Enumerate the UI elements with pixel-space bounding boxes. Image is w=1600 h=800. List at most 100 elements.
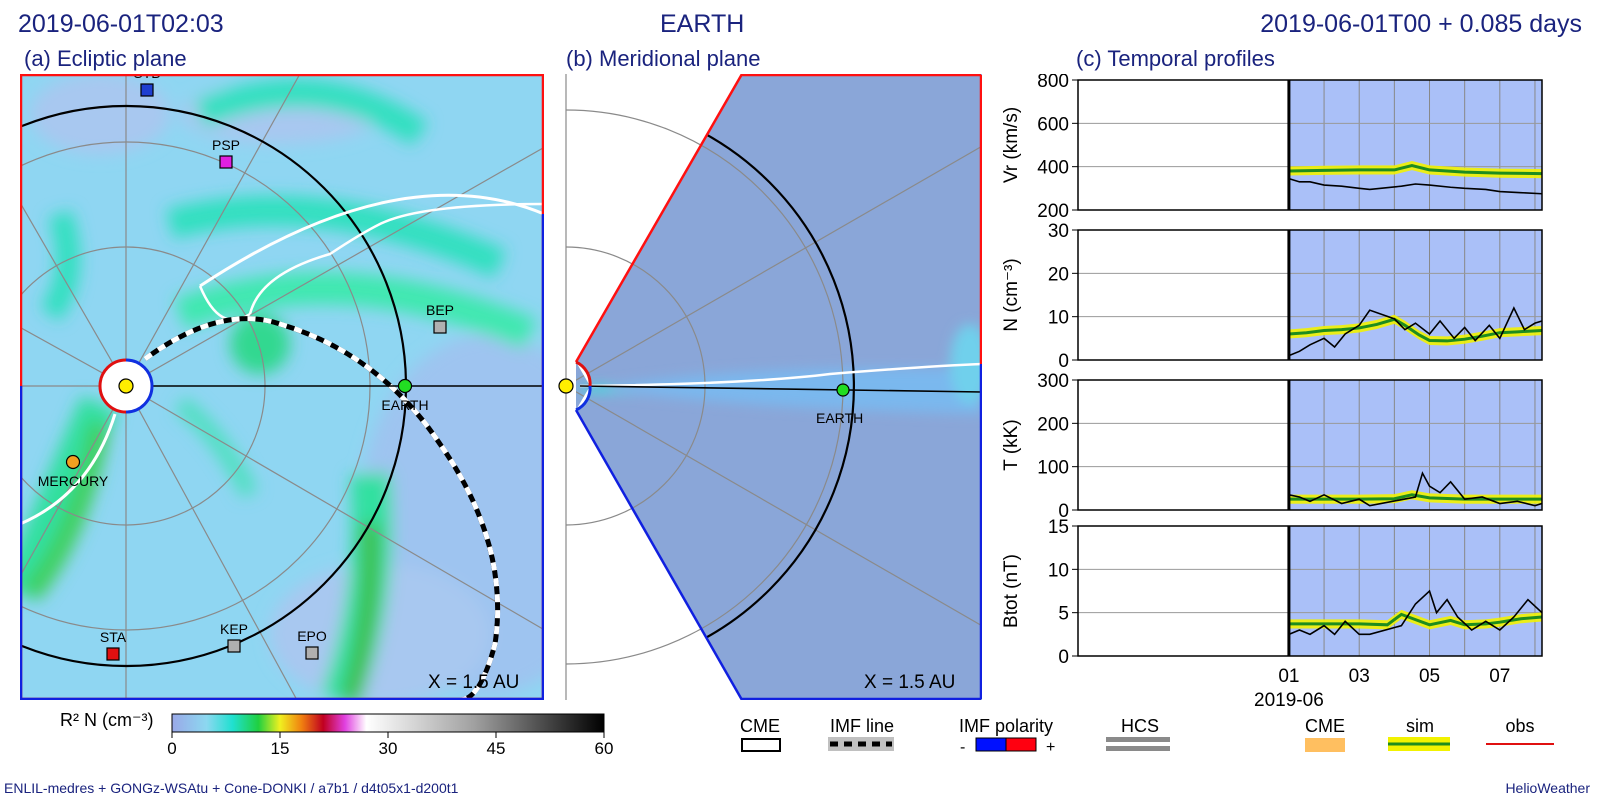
sun-icon-meridional (558, 378, 574, 394)
legend-cme-fill-swatch (1305, 738, 1345, 752)
body-earth: EARTH (381, 378, 429, 413)
y-tick-label: 600 (1037, 114, 1069, 135)
meridional-plane-panel: EARTH X = 1.5 AU (558, 74, 982, 700)
x-axis-month-label: 2019-06 (1254, 690, 1324, 711)
legend-imf-polarity: IMF polarity (959, 716, 1053, 736)
earth-marker-meridional (836, 383, 850, 397)
body-psp: PSP (212, 137, 240, 169)
legend-polarity-positive-swatch (1005, 737, 1037, 752)
frame-bottom (20, 214, 544, 700)
psp-marker (219, 155, 233, 169)
center-title: EARTH (660, 10, 745, 38)
y-tick-label: 0 (1058, 647, 1069, 668)
imf-line-dashes (143, 316, 501, 700)
colorbar-tick: 15 (271, 739, 290, 758)
stb-marker (140, 83, 154, 97)
epo-marker (305, 646, 319, 660)
y-tick-label: 300 (1037, 371, 1069, 392)
obs-line (1288, 177, 1543, 195)
left-timestamp: 2019-06-01T02:03 (18, 10, 224, 38)
sta-label: STA (100, 629, 127, 645)
colorbar-tick: 60 (595, 739, 614, 758)
obs-line (1288, 589, 1543, 636)
legend-cme-fill: CME (1305, 716, 1345, 736)
legend-imf-line: IMF line (830, 716, 894, 736)
right-timestamp: 2019-06-01T00 + 0.085 days (1260, 10, 1582, 38)
y-axis-label: Btot (nT) (1001, 554, 1022, 628)
colorbar-tick: 30 (379, 739, 398, 758)
legend-cme-outline: CME (740, 716, 780, 736)
plot-frame (1077, 229, 1543, 361)
colorbar-tick: 0 (167, 739, 176, 758)
colorbar-tick: 45 (487, 739, 506, 758)
bep-marker (433, 320, 447, 334)
epo-label: EPO (297, 628, 327, 644)
simulation-window (1288, 526, 1542, 656)
body-stb: STB (133, 74, 161, 97)
y-tick-label: 0 (1058, 351, 1069, 372)
inner-boundary-red (98, 358, 127, 414)
plot-frame (1077, 525, 1543, 657)
x-tick-label: 07 (1489, 666, 1510, 687)
earth-marker (397, 378, 413, 394)
colorbar: 0 15 30 45 60 (167, 713, 614, 758)
panel-a-scale-label: X = 1.5 AU (428, 672, 519, 693)
y-tick-label: 10 (1048, 308, 1069, 329)
simulation-window (1288, 80, 1542, 210)
planet-markers: STB PSP BEP EARTH MERCURY STA KEP EPO (38, 74, 454, 661)
y-axis-label: N (cm⁻³) (1001, 258, 1022, 331)
profile-vr: 200 400 600 800 Vr (km/s) (1001, 74, 1543, 222)
y-tick-label: 30 (1048, 221, 1069, 242)
y-tick-label: 20 (1048, 264, 1069, 285)
sta-marker (106, 647, 120, 661)
stb-label: STB (133, 74, 160, 81)
legend-hcs: HCS (1121, 716, 1159, 736)
hcs-meridional (579, 362, 982, 388)
body-bep: BEP (426, 302, 454, 334)
y-tick-label: 100 (1037, 458, 1069, 479)
footer-right: HelioWeather (1505, 780, 1590, 796)
mercury-marker (65, 454, 81, 470)
y-tick-label: 200 (1037, 201, 1069, 222)
earth-label: EARTH (381, 397, 428, 413)
y-tick-label: 5 (1058, 604, 1069, 625)
sim-line (1288, 317, 1543, 343)
y-axis-label: T (kK) (1001, 419, 1022, 470)
legend-obs: obs (1505, 716, 1534, 736)
inner-boundary-blue (125, 358, 154, 414)
kep-marker (227, 639, 241, 653)
legend-polarity-minus: - (960, 739, 965, 756)
legend: CME IMF line IMF polarity - + HCS CME si… (740, 716, 1554, 756)
profile-t: 0 100 200 300 T (kK) (1001, 371, 1543, 522)
mercury-label: MERCURY (38, 473, 109, 489)
legend-sim: sim (1406, 716, 1434, 736)
legend-cme-outline-swatch (741, 738, 781, 752)
legend-hcs-swatch (1106, 737, 1170, 742)
legend-polarity-negative-swatch (975, 737, 1007, 752)
sim-line (1288, 164, 1543, 176)
x-tick-label: 03 (1349, 666, 1370, 687)
y-tick-label: 10 (1048, 560, 1069, 581)
sun-earth-line-meridional (579, 385, 982, 393)
footer-left: ENLIL-medres + GONGz-WSAtu + Cone-DONKI … (4, 780, 459, 796)
hcs-line-south (20, 413, 117, 526)
body-kep: KEP (220, 621, 248, 653)
y-tick-label: 800 (1037, 74, 1069, 92)
panel-b-scale-label: X = 1.5 AU (864, 672, 955, 693)
panel-a-title: (a) Ecliptic plane (24, 46, 187, 71)
kep-label: KEP (220, 621, 248, 637)
ecliptic-plane-panel: STB PSP BEP EARTH MERCURY STA KEP EPO X = 1.5 A… (20, 74, 544, 700)
x-tick-label: 01 (1278, 666, 1299, 687)
obs-line (1288, 471, 1543, 507)
earth-label-meridional: EARTH (816, 410, 863, 426)
obs-line (1288, 306, 1543, 357)
bep-label: BEP (426, 302, 454, 318)
profile-n: 0 10 20 30 N (cm⁻³) (1001, 221, 1543, 372)
psp-label: PSP (212, 137, 240, 153)
plot-frame (1077, 79, 1543, 211)
colorbar-label: R² N (cm⁻³) (60, 710, 154, 730)
sim-line (1288, 612, 1543, 627)
body-epo: EPO (297, 628, 327, 660)
y-tick-label: 0 (1058, 501, 1069, 522)
